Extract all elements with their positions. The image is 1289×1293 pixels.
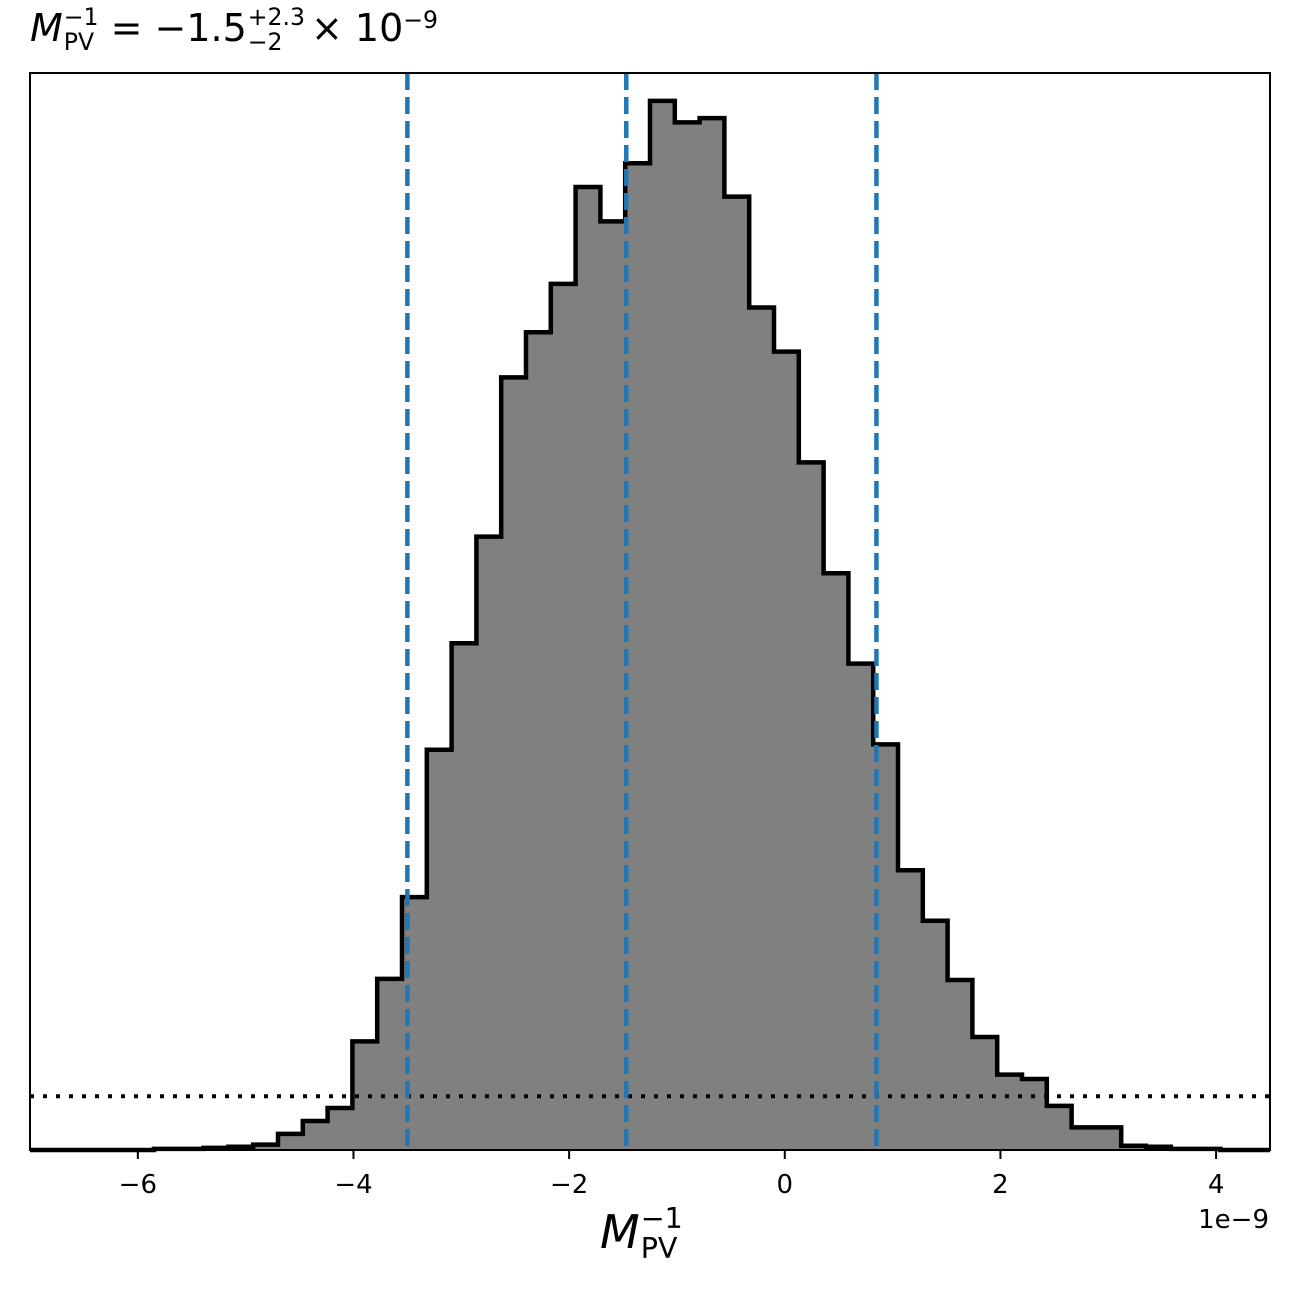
title-exponent: −9 bbox=[403, 6, 438, 35]
histogram-bars bbox=[154, 100, 1221, 1151]
x-axis-offset-label: 1e−9 bbox=[1198, 1205, 1269, 1235]
x-axis-label: M −1 PV bbox=[600, 1202, 683, 1266]
histogram-bar bbox=[1096, 1127, 1122, 1150]
histogram-bar bbox=[947, 979, 973, 1150]
quantile-lines bbox=[405, 73, 879, 1150]
x-axis-ticks: −6 −4 −2 0 2 4 bbox=[119, 1150, 1225, 1200]
xlabel-superscript: −1 bbox=[640, 1202, 683, 1236]
title-symbol: M bbox=[30, 6, 63, 51]
histogram-bar bbox=[650, 100, 676, 1150]
title-superscript: −1 bbox=[63, 2, 99, 31]
histogram-bar bbox=[476, 536, 502, 1150]
histogram-bar bbox=[1046, 1105, 1073, 1150]
histogram-bar bbox=[798, 462, 825, 1150]
histogram-bar bbox=[327, 1108, 353, 1150]
histogram-bar bbox=[972, 1037, 998, 1150]
histogram-bar bbox=[278, 1133, 304, 1150]
histogram-bar bbox=[600, 221, 626, 1151]
histogram-bar bbox=[774, 351, 800, 1150]
x-tick-label: 0 bbox=[777, 1170, 794, 1200]
histogram-bar bbox=[823, 573, 849, 1150]
histogram-bar bbox=[575, 186, 601, 1151]
histogram-bar bbox=[426, 749, 453, 1150]
histogram-bar bbox=[898, 870, 924, 1150]
histogram-bar bbox=[724, 196, 750, 1150]
histogram-bar bbox=[526, 332, 552, 1150]
title-subscript: PV bbox=[63, 27, 95, 56]
title-lower-error: −2 bbox=[247, 27, 283, 56]
histogram-bar bbox=[377, 978, 403, 1150]
chart-title: M −1 PV = −1.5 +2.3 −2 × 10−9 bbox=[30, 2, 438, 56]
histogram-bar bbox=[674, 122, 701, 1150]
xlabel-subscript: PV bbox=[640, 1232, 678, 1266]
x-tick-label: 2 bbox=[992, 1170, 1009, 1200]
histogram-bar bbox=[1071, 1127, 1097, 1150]
histogram-bar bbox=[253, 1144, 279, 1150]
histogram-outline bbox=[30, 98, 1270, 1153]
histogram-bar bbox=[550, 283, 577, 1150]
histogram-bar bbox=[997, 1074, 1023, 1150]
title-value: −1.5 bbox=[154, 6, 247, 51]
histogram-bar bbox=[848, 663, 874, 1150]
title-upper-error: +2.3 bbox=[247, 2, 305, 31]
xlabel-symbol: M bbox=[600, 1205, 640, 1259]
histogram-bar bbox=[501, 377, 527, 1150]
histogram-bar bbox=[302, 1120, 329, 1150]
histogram-bar bbox=[1022, 1078, 1048, 1150]
x-tick-label: 4 bbox=[1208, 1170, 1225, 1200]
histogram-bar bbox=[749, 307, 775, 1150]
x-tick-label: −4 bbox=[334, 1170, 372, 1200]
title-relation: = bbox=[98, 6, 155, 51]
axes-frame bbox=[29, 72, 1271, 1151]
histogram-bar bbox=[699, 118, 725, 1151]
x-tick-label: −2 bbox=[550, 1170, 588, 1200]
histogram-bar bbox=[451, 643, 477, 1150]
histogram-bar bbox=[625, 163, 651, 1151]
x-tick-label: −6 bbox=[119, 1170, 157, 1200]
title-multiplier: × 10 bbox=[310, 6, 404, 51]
histogram-bar bbox=[922, 920, 949, 1150]
